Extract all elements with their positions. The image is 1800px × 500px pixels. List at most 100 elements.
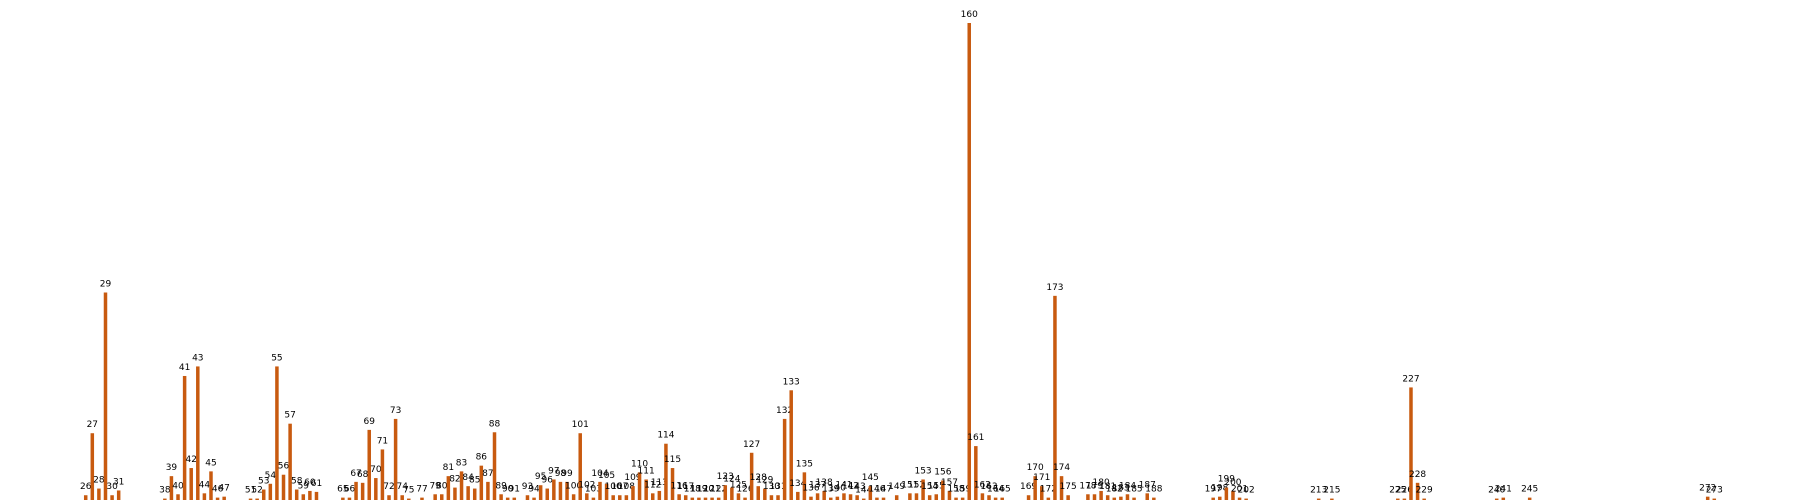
bar-label: 187 (1139, 480, 1156, 490)
bar-label: 117 (677, 482, 694, 492)
bar-label: 170 (1027, 463, 1044, 473)
bar-label: 58 (291, 477, 303, 487)
bar-label: 69 (364, 417, 376, 427)
bar (1119, 496, 1123, 500)
bar (466, 486, 470, 500)
bar-label: 169 (1020, 482, 1037, 492)
bar (374, 478, 378, 500)
bar (710, 497, 714, 500)
bar (1099, 490, 1103, 500)
bar (1092, 494, 1097, 500)
bar (855, 495, 859, 500)
bar (110, 495, 114, 500)
bar (868, 486, 873, 500)
bar-label: 215 (1323, 486, 1340, 496)
bar (650, 493, 655, 500)
bar-label: 140 (829, 484, 846, 494)
bar-label: 165 (994, 485, 1011, 495)
bar-label: 119 (690, 485, 707, 495)
bar-label: 114 (657, 431, 674, 441)
bar-label: 103 (585, 485, 602, 495)
bar (927, 495, 932, 500)
bar-label: 90 (502, 485, 514, 495)
bar (407, 498, 411, 500)
bar-label: 129 (756, 476, 773, 486)
bar-label: 147 (875, 485, 892, 495)
bar (492, 432, 497, 500)
bar-label: 158 (947, 485, 964, 495)
bar-label: 109 (624, 473, 641, 483)
bar (301, 494, 306, 500)
bar (637, 472, 642, 500)
bar-label: 179 (1086, 481, 1103, 491)
bar (914, 493, 919, 500)
bar-label: 59 (298, 481, 310, 491)
bar-label: 135 (796, 459, 813, 469)
bar (1026, 495, 1031, 500)
bar-label: 43 (192, 353, 203, 363)
bar (1244, 498, 1248, 500)
bar (1112, 497, 1117, 500)
bar (921, 479, 925, 500)
bar (716, 497, 721, 500)
bar-label: 53 (258, 477, 269, 487)
bar (1231, 490, 1235, 500)
bar-label: 79 (429, 481, 441, 491)
bar-label: 107 (611, 482, 628, 492)
bar-label: 27 (87, 420, 98, 430)
bar-label: 61 (311, 479, 322, 489)
bar (545, 488, 550, 500)
bar-label: 81 (443, 463, 454, 473)
bar-label: 40 (172, 481, 184, 491)
bar (769, 495, 774, 500)
bar-label: 155 (928, 481, 945, 491)
bar (954, 497, 958, 500)
bar (314, 491, 319, 500)
bar (1501, 497, 1506, 500)
bar (802, 472, 807, 500)
bar-label: 98 (555, 469, 567, 479)
bar (380, 449, 385, 500)
bar (453, 487, 457, 500)
bar (387, 495, 391, 500)
bar-label: 133 (783, 377, 800, 387)
bar-label: 71 (377, 436, 388, 446)
bar-label: 134 (789, 479, 806, 489)
bar (163, 498, 167, 500)
bar-label: 44 (199, 480, 211, 490)
bar-label: 198 (1211, 484, 1228, 494)
bar (690, 497, 695, 500)
bar-label: 156 (934, 467, 951, 477)
bar-label: 70 (370, 465, 382, 475)
bar-label: 29 (100, 280, 112, 290)
bar-label: 142 (842, 481, 859, 491)
bar-label: 146 (868, 485, 885, 495)
bar (993, 497, 998, 500)
bar-label: 213 (1310, 486, 1327, 496)
bar-label: 93 (522, 482, 533, 492)
bar-label: 125 (730, 480, 747, 490)
bar (215, 497, 220, 500)
bar (848, 494, 853, 500)
bar-label: 85 (469, 476, 480, 486)
bar (1000, 497, 1004, 500)
bar (815, 493, 820, 500)
bar-label: 184 (1119, 481, 1136, 491)
bar-label: 121 (703, 485, 720, 495)
bar-label: 101 (572, 420, 589, 430)
bar-label: 100 (565, 481, 582, 491)
bar (116, 490, 121, 500)
bar-label: 163 (980, 482, 997, 492)
bar (189, 468, 193, 500)
bar (1396, 498, 1400, 500)
bar (861, 498, 866, 500)
bar (341, 497, 345, 500)
bar-label: 42 (185, 455, 196, 465)
bar (1705, 496, 1710, 500)
bar-label: 131 (769, 482, 786, 492)
bar (532, 497, 536, 500)
bar (624, 495, 629, 500)
bar-label: 54 (265, 471, 277, 481)
bar-label: 123 (717, 472, 734, 482)
